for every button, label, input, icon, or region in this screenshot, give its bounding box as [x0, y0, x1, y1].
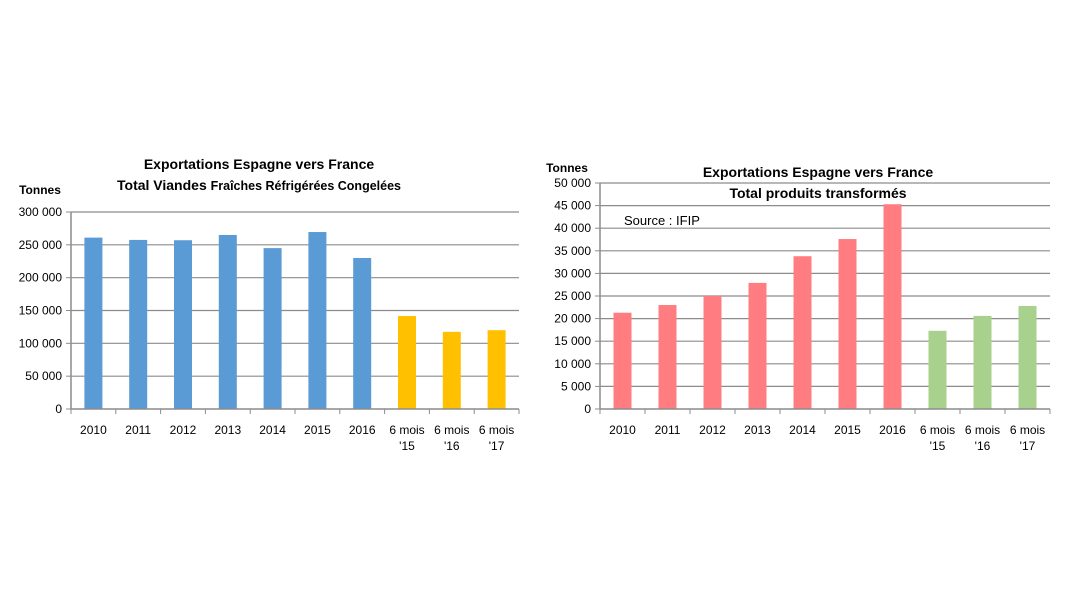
bar	[1018, 305, 1037, 409]
y-axis-unit-label: Tonnes	[546, 161, 588, 175]
x-tick-label: 2010	[609, 423, 636, 437]
y-tick-label: 5 000	[561, 379, 591, 393]
source-annotation: Source : IFIP	[624, 213, 700, 228]
chart-processed-exports: Exportations Espagne vers France Total p…	[540, 150, 1068, 460]
x-tick-label: 6 mois	[434, 423, 469, 437]
x-tick-label: '16	[975, 439, 991, 453]
y-tick-label: 10 000	[554, 357, 591, 371]
x-tick-label: 6 mois	[479, 423, 514, 437]
bar	[973, 315, 992, 409]
x-tick-label: 2016	[879, 423, 906, 437]
processed-exports-svg: Exportations Espagne vers France Total p…	[546, 161, 1051, 453]
y-tick-label: 20 000	[554, 312, 591, 326]
bar	[748, 282, 767, 409]
bar	[928, 330, 947, 409]
x-tick-label: '15	[930, 439, 946, 453]
x-tick-label: 6 mois	[920, 423, 955, 437]
x-tick-label: 2016	[349, 423, 376, 437]
bar	[84, 237, 103, 409]
bar	[308, 232, 327, 409]
y-tick-label: 0	[55, 402, 62, 416]
bar	[218, 234, 237, 409]
x-tick-label: '15	[399, 439, 415, 453]
chart-title: Exportations Espagne vers France	[144, 156, 375, 172]
x-tick-label: 2014	[789, 423, 816, 437]
x-tick-label: 2014	[259, 423, 286, 437]
bar	[613, 312, 632, 409]
x-tick-label: 2015	[304, 423, 331, 437]
y-tick-label: 50 000	[25, 369, 62, 383]
y-tick-label: 35 000	[554, 244, 591, 258]
chart-subtitle-part-1: Total Viandes	[117, 177, 211, 193]
bar	[398, 316, 416, 409]
x-tick-label: 6 mois	[389, 423, 424, 437]
x-tick-label: 2013	[214, 423, 241, 437]
y-tick-label: 30 000	[554, 266, 591, 280]
x-tick-label: '17	[1020, 439, 1036, 453]
y-tick-label: 300 000	[19, 205, 63, 219]
x-tick-label: 2012	[699, 423, 726, 437]
bar	[129, 239, 148, 409]
y-tick-label: 25 000	[554, 289, 591, 303]
x-tick-label: '16	[444, 439, 460, 453]
bar	[263, 248, 282, 409]
bar	[793, 256, 812, 409]
bar	[838, 239, 857, 409]
chart-subtitle-part-2: Fraîches Réfrigérées Congelées	[211, 179, 401, 193]
bar	[353, 257, 372, 409]
x-tick-label: 2011	[125, 423, 151, 437]
chart-meat-exports: Exportations Espagne vers France Total V…	[0, 150, 530, 460]
chart-title: Exportations Espagne vers France	[703, 164, 934, 180]
y-tick-label: 250 000	[19, 238, 63, 252]
x-tick-label: 6 mois	[1010, 423, 1045, 437]
x-tick-label: 2013	[744, 423, 771, 437]
chart-subtitle: Total Viandes Fraîches Réfrigérées Conge…	[117, 177, 401, 193]
chart-subtitle: Total produits transformés	[729, 185, 906, 201]
bar	[883, 204, 902, 409]
y-tick-label: 40 000	[554, 221, 591, 235]
bar	[442, 331, 461, 409]
x-tick-label: '17	[489, 439, 505, 453]
bar	[703, 296, 722, 409]
x-tick-label: 6 mois	[965, 423, 1000, 437]
bar	[174, 240, 192, 409]
y-tick-label: 15 000	[554, 334, 591, 348]
x-tick-label: 2015	[834, 423, 861, 437]
x-tick-label: 2010	[80, 423, 107, 437]
meat-exports-svg: Exportations Espagne vers France Total V…	[19, 156, 520, 453]
x-tick-label: 2011	[655, 423, 681, 437]
y-tick-label: 0	[584, 402, 591, 416]
y-tick-label: 45 000	[554, 199, 591, 213]
y-tick-label: 100 000	[19, 336, 63, 350]
y-tick-label: 50 000	[554, 176, 591, 190]
bar	[487, 330, 506, 409]
x-tick-label: 2012	[170, 423, 197, 437]
bar	[658, 305, 677, 409]
y-tick-label: 150 000	[19, 304, 63, 318]
y-tick-label: 200 000	[19, 271, 63, 285]
y-axis-unit-label: Tonnes	[19, 183, 61, 197]
